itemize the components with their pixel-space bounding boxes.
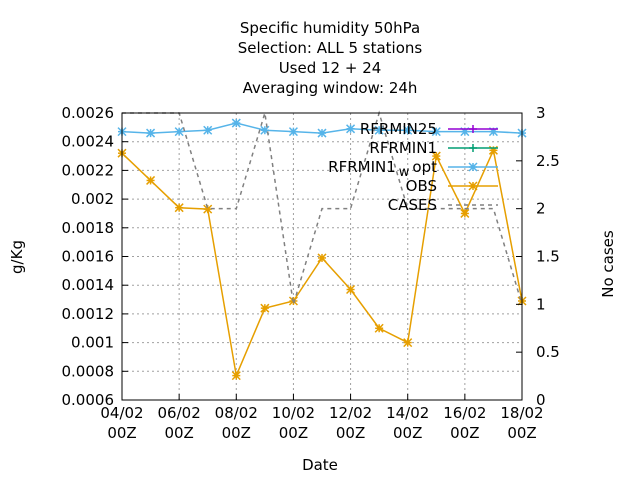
data-point xyxy=(146,175,156,185)
legend-marker xyxy=(468,181,478,191)
y-tick-label: 0.0018 xyxy=(62,219,115,237)
x-tick-label: 10/02 xyxy=(272,404,315,422)
data-point xyxy=(346,284,356,295)
y2-axis-label: No cases xyxy=(599,230,617,298)
x-tick-label: 12/02 xyxy=(329,404,372,422)
legend-label: RFRMIN1 w opt xyxy=(328,158,437,180)
y-tick-label: 0.0024 xyxy=(62,133,115,151)
plot-series xyxy=(117,110,527,381)
title-line: Averaging window: 24h xyxy=(243,79,418,97)
x-tick-label: 04/02 xyxy=(100,404,143,422)
title-line: Specific humidity 50hPa xyxy=(240,19,420,37)
data-point xyxy=(346,124,356,134)
data-point xyxy=(203,204,213,214)
legend-label-part: RFRMIN1 xyxy=(328,158,396,176)
data-point xyxy=(374,125,384,135)
x-tick-label: 06/02 xyxy=(158,404,201,422)
legend-marker xyxy=(468,162,478,172)
data-point xyxy=(174,203,184,213)
x-axis-label: Date xyxy=(302,456,338,474)
legend-entry: OBS xyxy=(406,177,498,195)
series-rfrmin1-w-opt xyxy=(117,118,527,138)
y-tick-label: 0.0008 xyxy=(62,362,115,380)
data-point xyxy=(146,128,156,138)
x-tick-label: 00Z xyxy=(450,424,479,442)
legend-marker xyxy=(469,125,477,133)
legend-entry: RFRMIN1 w opt xyxy=(328,158,498,180)
data-point xyxy=(231,118,241,128)
y-tick-label: 0.001 xyxy=(71,334,114,352)
data-point xyxy=(231,371,241,381)
legend-label-part: opt xyxy=(412,158,437,176)
legend-entry: RFRMIN1 xyxy=(369,139,498,157)
data-point xyxy=(260,303,270,313)
x-tick-label: 00Z xyxy=(222,424,251,442)
legend-label: CASES xyxy=(388,196,437,214)
y2-tick-label: 0 xyxy=(536,391,546,409)
x-tick-label: 18/02 xyxy=(500,404,543,422)
y-tick-label: 0.0006 xyxy=(62,391,115,409)
legend-marker xyxy=(469,144,477,152)
legend-label-part: w xyxy=(399,165,410,180)
data-point xyxy=(317,253,327,263)
data-point xyxy=(203,125,213,135)
series-line xyxy=(121,147,523,379)
data-point xyxy=(460,208,470,218)
data-point xyxy=(403,125,413,135)
x-axis-ticks: 04/02 00Z 06/02 00Z 08/02 00Z 10/02 00Z 12/02 00Z… xyxy=(100,394,544,442)
legend-entry: RFRMIN25 xyxy=(360,120,498,138)
y-tick-label: 0.0012 xyxy=(62,305,115,323)
x-tick-label: 16/02 xyxy=(443,404,486,422)
data-point xyxy=(174,127,184,137)
data-point xyxy=(431,151,441,161)
legend-label: RFRMIN1 xyxy=(369,139,437,157)
data-point xyxy=(403,338,413,348)
data-point xyxy=(374,323,384,333)
x-tick-label: 08/02 xyxy=(215,404,258,422)
y-tick-label: 0.0014 xyxy=(62,276,115,294)
data-point xyxy=(288,127,298,137)
y2-axis-ticks: 0 0.5 1 1.5 2 2.5 3 xyxy=(516,104,560,409)
data-point xyxy=(431,127,441,137)
y-tick-label: 0.0022 xyxy=(62,161,115,179)
legend-label: RFRMIN25 xyxy=(360,120,437,138)
y-tick-label: 0.002 xyxy=(71,190,114,208)
x-tick-label: 00Z xyxy=(393,424,422,442)
x-tick-label: 00Z xyxy=(164,424,193,442)
title-line: Selection: ALL 5 stations xyxy=(238,39,423,57)
x-tick-label: 00Z xyxy=(107,424,136,442)
y2-tick-label: 3 xyxy=(536,104,546,122)
x-tick-label: 00Z xyxy=(279,424,308,442)
chart-title: Specific humidity 50hPa Selection: ALL 5 … xyxy=(238,19,423,97)
y-axis-label: g/Kg xyxy=(8,240,26,274)
y2-tick-label: 1.5 xyxy=(536,248,560,266)
y-tick-label: 0.0026 xyxy=(62,104,115,122)
legend-entry: CASES xyxy=(388,196,498,214)
data-point xyxy=(317,128,327,138)
y2-tick-label: 2.5 xyxy=(536,152,560,170)
y2-tick-label: 0.5 xyxy=(536,343,560,361)
y-axis-ticks: 0.0006 0.0008 0.001 0.0012 0.0014 0.0016 0.001… xyxy=(62,104,128,409)
series-line xyxy=(122,110,523,305)
x-tick-label: 00Z xyxy=(336,424,365,442)
series-obs xyxy=(117,145,527,381)
y2-tick-label: 1 xyxy=(536,295,546,313)
title-line: Used 12 + 24 xyxy=(279,59,382,77)
y2-tick-label: 2 xyxy=(536,200,546,218)
series-cases xyxy=(122,110,523,305)
legend-label: OBS xyxy=(406,177,437,195)
y-tick-label: 0.0016 xyxy=(62,248,115,266)
x-tick-label: 00Z xyxy=(507,424,536,442)
x-tick-label: 14/02 xyxy=(386,404,429,422)
